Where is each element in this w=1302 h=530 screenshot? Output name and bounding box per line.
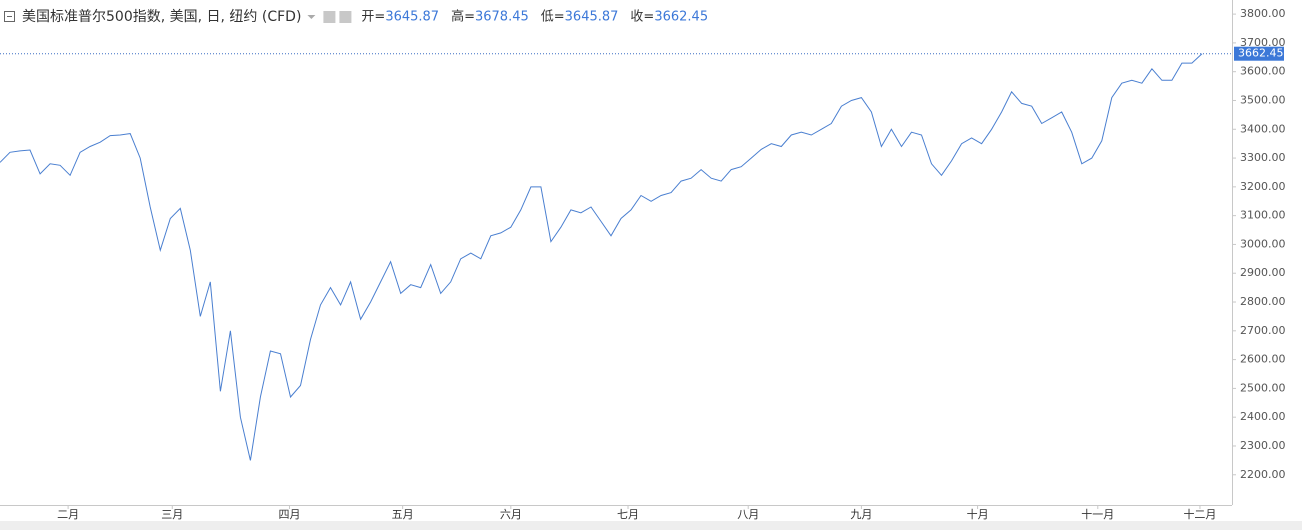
x-tick-label: 九月 — [850, 508, 872, 521]
ohlc-value: 3678.45 — [475, 10, 529, 25]
y-tick-label: 3200.00 — [1240, 180, 1286, 193]
y-tick-label: 2600.00 — [1240, 353, 1286, 366]
x-tick-label: 五月 — [392, 508, 414, 521]
y-tick-label: 2400.00 — [1240, 410, 1286, 423]
ohlc-value: 3662.45 — [654, 10, 708, 25]
y-tick-label: 2700.00 — [1240, 324, 1286, 337]
y-tick-label: 3000.00 — [1240, 237, 1286, 250]
chart-title: 美国标准普尔500指数, 美国, 日, 纽约 (CFD) — [22, 9, 301, 25]
x-tick-label: 八月 — [737, 508, 759, 521]
settings-icon[interactable] — [323, 11, 336, 23]
collapse-icon[interactable] — [4, 11, 15, 22]
y-tick-label: 2300.00 — [1240, 439, 1286, 452]
ohlc-label: 收= — [630, 10, 654, 25]
y-tick-label: 2500.00 — [1240, 381, 1286, 394]
ohlc-label: 高= — [451, 9, 475, 25]
y-tick-label: 3700.00 — [1240, 36, 1286, 49]
x-tick-label: 七月 — [617, 508, 639, 521]
y-tick-label: 2200.00 — [1240, 468, 1286, 481]
y-tick-label: 3500.00 — [1240, 93, 1286, 106]
ohlc-value: 3645.87 — [385, 10, 439, 25]
ohlc-label: 低= — [541, 10, 565, 25]
y-tick-label: 2900.00 — [1240, 266, 1286, 279]
x-tick-label: 六月 — [500, 508, 522, 521]
y-tick-label: 3800.00 — [1240, 7, 1286, 20]
x-tick-label: 四月 — [278, 508, 300, 521]
x-tick-label: 三月 — [161, 508, 183, 521]
dropdown-icon[interactable] — [307, 15, 316, 19]
y-tick-label: 2800.00 — [1240, 295, 1286, 308]
x-tick-label: 十月 — [967, 507, 989, 521]
x-tick-label: 二月 — [57, 508, 79, 521]
last-price-label: 3662.45 — [1238, 47, 1284, 60]
price-line — [0, 53, 1203, 461]
y-tick-label: 3600.00 — [1240, 65, 1286, 78]
y-tick-label: 3400.00 — [1240, 122, 1286, 135]
ohlc-label: 开= — [361, 10, 385, 25]
x-tick-label: 十二月 — [1183, 507, 1216, 521]
x-tick-label: 十一月 — [1081, 507, 1114, 521]
y-tick-label: 3300.00 — [1240, 151, 1286, 164]
ohlc-value: 3645.87 — [565, 10, 619, 25]
bottom-toolbar[interactable] — [0, 521, 1302, 530]
settings-icon[interactable] — [339, 11, 352, 23]
last-price-tag — [1234, 46, 1284, 61]
ohlc-legend: 开= 3645.87 高= 3678.45 低= 3645.87 收= 3662.45 — [361, 9, 708, 25]
y-tick-label: 3100.00 — [1240, 209, 1286, 222]
